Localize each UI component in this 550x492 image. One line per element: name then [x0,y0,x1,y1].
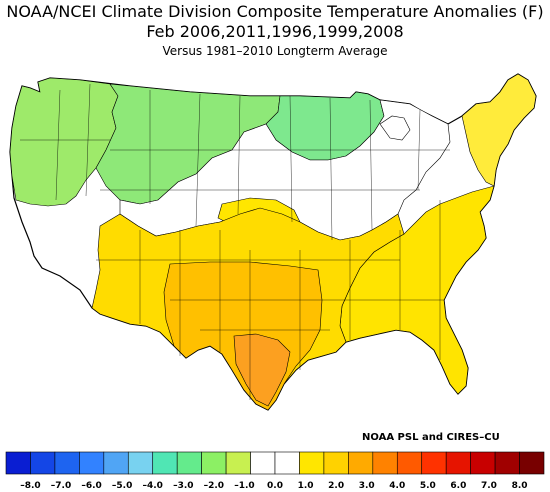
legend-swatch [323,451,349,475]
legend-tick-label: 1.0 [298,481,314,491]
legend-tick-label: –3.0 [173,481,193,491]
legend-tick-label: 2.0 [328,481,344,491]
legend-tick-label: 6.0 [450,481,466,491]
credit-text: NOAA PSL and CIRES–CU [362,432,500,443]
map-title: NOAA/NCEI Climate Division Composite Tem… [6,2,544,21]
legend-swatch [103,451,129,475]
legend-swatch [79,451,105,475]
legend-swatch [519,451,545,475]
legend-swatch [396,451,423,475]
baseline-note: Versus 1981–2010 Longterm Average [162,44,388,58]
legend-swatch [250,451,276,475]
legend-swatch [421,451,447,475]
legend-swatch [152,451,178,475]
legend-tick-label: 8.0 [512,481,528,491]
region-texas-core [233,333,291,407]
legend-tick-label: 7.0 [481,481,497,491]
legend-tick-label: –8.0 [20,481,40,491]
legend-swatch [201,451,227,475]
legend-swatch [274,451,300,475]
legend-tick-label: –1.0 [234,481,254,491]
legend-swatch [372,451,398,475]
legend-tick-label: 0.0 [267,481,283,491]
climate-division-boundaries [20,83,450,400]
legend-swatch [127,451,154,475]
legend-tick-label: 4.0 [389,481,405,491]
great-lakes [379,115,411,141]
legend-tick-label: 5.0 [420,481,436,491]
legend-swatch [445,451,471,475]
legend-tick-label: –5.0 [112,481,132,491]
legend-tick-label: –6.0 [81,481,101,491]
legend-swatch [299,451,325,475]
legend-swatch [225,451,251,475]
map-subtitle: Feb 2006,2011,1996,1999,2008 [146,22,404,41]
legend-tick-label: –4.0 [143,481,163,491]
region-northeast [461,73,537,187]
legend-swatch [5,451,31,475]
legend-swatch [54,451,80,475]
legend-tick-label: –7.0 [51,481,71,491]
legend-tick-label: 3.0 [359,481,375,491]
legend-tick-label: –2.0 [204,481,224,491]
legend-swatch [176,451,202,475]
legend-swatch [494,451,520,475]
legend-swatch [470,451,496,475]
legend-swatch [348,451,374,475]
legend-swatch [30,451,56,475]
